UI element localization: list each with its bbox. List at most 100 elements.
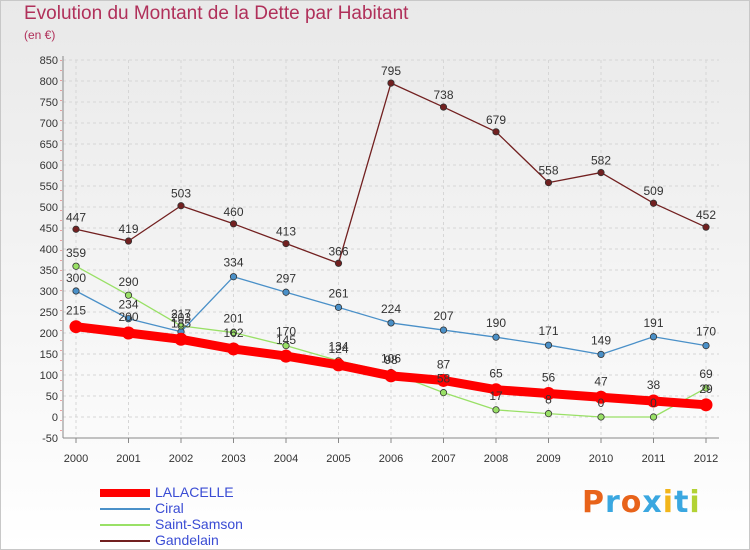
- legend-item: Gandelain: [100, 532, 300, 549]
- data-label: 447: [66, 210, 86, 224]
- x-tick-label: 2002: [169, 453, 193, 465]
- proxiti-logo[interactable]: Proxiti: [582, 485, 701, 520]
- data-label: 215: [66, 304, 86, 318]
- y-tick-label: 600: [40, 160, 58, 172]
- data-label: 0: [598, 396, 605, 410]
- y-tick-label: 250: [40, 307, 58, 319]
- y-tick-label: 350: [40, 265, 58, 277]
- y-tick-label: 700: [40, 118, 58, 130]
- data-label: 170: [276, 325, 296, 339]
- data-label: 56: [542, 370, 556, 384]
- data-point: [124, 315, 133, 323]
- data-point: [229, 328, 238, 337]
- chart-title: Evolution du Montant de la Dette par Hab…: [24, 3, 409, 24]
- data-point: [72, 225, 80, 233]
- data-label: 38: [647, 378, 661, 392]
- data-label: 503: [171, 187, 191, 201]
- x-tick-label: 2003: [221, 453, 245, 465]
- data-point: [279, 349, 293, 363]
- y-tick-label: 550: [40, 181, 58, 193]
- data-point: [597, 168, 605, 177]
- x-tick-label: 2007: [431, 453, 455, 465]
- data-point: [492, 128, 500, 136]
- legend-label: Gandelain: [155, 532, 219, 548]
- data-point: [282, 239, 290, 248]
- legend: LALACELLE Ciral Saint-Samson Gandelain: [100, 484, 300, 549]
- data-label: 124: [328, 342, 348, 356]
- data-label: 558: [538, 164, 558, 178]
- data-label: 200: [118, 310, 138, 324]
- data-label: 234: [118, 298, 138, 312]
- data-point: [699, 398, 713, 412]
- data-point: [384, 369, 398, 383]
- x-tick-label: 2001: [116, 453, 140, 465]
- data-label: 47: [594, 374, 608, 388]
- data-label: 207: [433, 309, 453, 323]
- data-point: [649, 333, 658, 341]
- data-point: [647, 394, 660, 408]
- legend-swatch: [100, 489, 150, 497]
- data-label: 185: [171, 316, 191, 330]
- data-point: [177, 202, 185, 210]
- legend-label: LALACELLE: [155, 484, 234, 500]
- data-point: [594, 390, 608, 404]
- y-tick-label: 0: [52, 412, 58, 424]
- data-point: [492, 406, 500, 414]
- data-point: [439, 103, 448, 111]
- data-label: 582: [591, 154, 611, 168]
- data-point: [122, 326, 135, 340]
- x-tick-label: 2009: [536, 453, 560, 465]
- y-tick-label: 850: [40, 55, 58, 67]
- x-tick-label: 2010: [589, 453, 613, 465]
- data-label: 98: [384, 353, 398, 367]
- data-label: 366: [328, 244, 348, 258]
- data-label: 134: [328, 340, 348, 354]
- data-point: [702, 384, 710, 392]
- data-label: 460: [223, 205, 243, 219]
- data-point: [702, 341, 710, 350]
- data-point: [229, 273, 238, 281]
- data-point: [334, 303, 343, 311]
- data-label: 201: [223, 312, 243, 326]
- data-label: 69: [699, 367, 713, 381]
- data-point: [332, 358, 345, 372]
- data-label: 297: [276, 271, 296, 285]
- data-label: 106: [381, 351, 401, 365]
- data-label: 65: [489, 367, 503, 381]
- legend-swatch: [100, 508, 150, 510]
- data-label: 171: [538, 324, 558, 338]
- data-point: [489, 383, 503, 397]
- logo-letter: i: [662, 485, 675, 520]
- data-point: [597, 413, 605, 421]
- y-tick-label: 400: [40, 244, 58, 256]
- data-point: [597, 350, 605, 359]
- data-point: [492, 333, 500, 341]
- logo-letter: r: [605, 485, 621, 520]
- data-label: 413: [276, 225, 296, 239]
- y-tick-label: 200: [40, 328, 58, 340]
- data-label: 419: [118, 222, 138, 236]
- logo-letter: t: [674, 485, 690, 520]
- legend-item: LALACELLE: [100, 484, 300, 501]
- x-tick-label: 2008: [484, 453, 508, 465]
- data-label: 261: [328, 286, 348, 300]
- y-tick-label: 800: [40, 76, 58, 88]
- data-label: 203: [171, 311, 191, 325]
- x-tick-label: 2006: [379, 453, 403, 465]
- data-point: [72, 262, 80, 270]
- data-point: [437, 373, 450, 387]
- y-tick-label: 50: [46, 391, 58, 403]
- x-tick-label: 2000: [64, 453, 88, 465]
- x-tick-label: 2005: [326, 453, 350, 465]
- data-label: 170: [696, 325, 716, 339]
- chart-subtitle: (en €): [24, 28, 56, 42]
- data-label: 162: [223, 326, 243, 340]
- data-label: 217: [171, 307, 191, 321]
- data-point: [544, 179, 553, 187]
- data-label: 0: [650, 396, 657, 410]
- data-label: 334: [223, 256, 243, 270]
- data-label: 8: [545, 393, 552, 407]
- data-point: [439, 326, 448, 334]
